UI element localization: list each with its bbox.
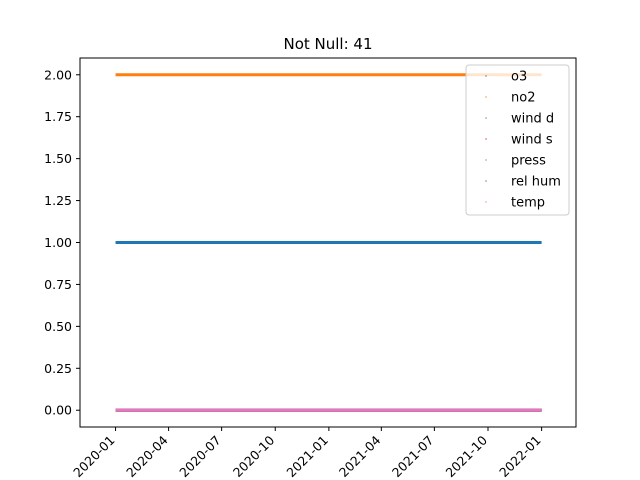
chart-title: Not Null: 41 <box>283 35 372 53</box>
y-tick-label: 1.25 <box>44 193 72 208</box>
x-tick-label: 2021-10 <box>443 432 491 480</box>
x-tick-label: 2020-01 <box>70 433 118 480</box>
y-tick-label: 1.00 <box>44 235 72 250</box>
y-tick-label: 0.50 <box>44 319 72 334</box>
x-tick-label: 2020-04 <box>123 432 171 480</box>
legend: o3 no2 wind d wind s press rel hum temp <box>465 64 570 216</box>
legend-label-wind-d: wind d <box>511 112 554 127</box>
x-tick-label: 2021-07 <box>389 433 437 480</box>
legend-label-rel-hum: rel hum <box>511 175 561 190</box>
legend-box <box>465 64 570 216</box>
y-tick-label: 0.75 <box>44 277 72 292</box>
legend-marker-wind-s <box>485 138 487 140</box>
y-axis: 0.00 0.25 0.50 0.75 1.00 1.25 1.50 1.75 2.00 <box>44 67 80 418</box>
x-tick-label: 2021-01 <box>283 433 331 480</box>
plot-marks <box>115 73 542 412</box>
legend-label-press: press <box>511 154 546 169</box>
legend-marker-no2 <box>485 96 487 98</box>
x-tick-label: 2022-01 <box>496 433 544 480</box>
x-axis: 2020-01 2020-04 2020-07 2020-10 2021-01 2021-… <box>70 427 544 480</box>
legend-label-wind-s: wind s <box>511 133 553 148</box>
y-tick-label: 2.00 <box>44 67 72 82</box>
x-tick-label: 2021-04 <box>336 432 384 480</box>
y-tick-label: 0.25 <box>44 361 72 376</box>
legend-marker-rel-hum <box>485 180 487 182</box>
x-tick-label: 2020-10 <box>230 432 278 480</box>
legend-label-o3: o3 <box>511 70 527 85</box>
x-tick-label: 2020-07 <box>176 433 224 480</box>
y-tick-label: 0.00 <box>44 403 72 418</box>
legend-label-temp: temp <box>511 196 545 211</box>
legend-marker-temp <box>485 201 487 203</box>
y-tick-label: 1.75 <box>44 109 72 124</box>
legend-marker-press <box>485 159 487 161</box>
legend-label-no2: no2 <box>511 91 535 106</box>
legend-marker-o3 <box>485 75 487 77</box>
y-tick-label: 1.50 <box>44 151 72 166</box>
legend-marker-wind-d <box>485 117 487 119</box>
